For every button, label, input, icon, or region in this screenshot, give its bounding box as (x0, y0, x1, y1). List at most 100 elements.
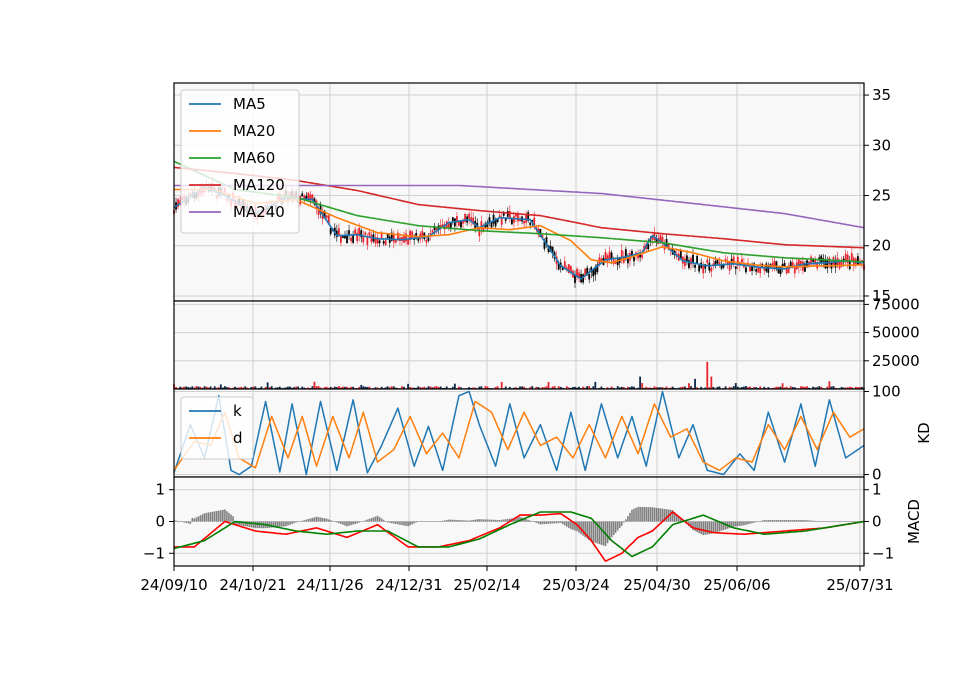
candle-body (600, 258, 603, 261)
candle-body (517, 213, 519, 222)
volume-bar (716, 386, 719, 389)
macd-histogram-bar (702, 521, 705, 536)
macd-histogram-bar (641, 506, 643, 522)
macd-histogram-bar (568, 521, 570, 528)
candle-body (814, 259, 817, 265)
macd-histogram-bar (590, 521, 593, 542)
candle-body (405, 233, 407, 242)
macd-histogram-bar (566, 521, 568, 527)
volume-bar (671, 386, 674, 389)
volume-bar (645, 386, 648, 389)
volume-bar (677, 387, 680, 389)
volume-bar (586, 386, 589, 389)
macd-histogram-bar (197, 516, 200, 522)
candle-body (301, 193, 304, 197)
volume-bar (653, 386, 656, 389)
volume-bar (785, 386, 788, 389)
volume-bar (828, 381, 831, 389)
macd-histogram-bar (352, 521, 354, 525)
macd-histogram-bar (555, 521, 558, 524)
macd-histogram-bar (240, 521, 242, 526)
volume-bar (217, 387, 220, 389)
macd-histogram-bar (358, 521, 361, 523)
macd-histogram-bar (602, 521, 605, 546)
candle-body (576, 268, 578, 277)
macd-histogram-bar (293, 521, 295, 524)
candle-body (427, 237, 430, 241)
candle-body (348, 230, 350, 236)
macd-panel: −1 0 1 −1 0 1 MACD (143, 476, 923, 567)
macd-histogram-bar (777, 520, 780, 522)
volume-bar (793, 387, 796, 389)
macd-histogram-bar (739, 521, 741, 526)
macd-histogram-bar (769, 520, 772, 522)
volume-bar (411, 387, 414, 389)
macd-histogram-bar (498, 520, 501, 522)
candle-body (846, 254, 849, 264)
macd-histogram-bar (222, 509, 224, 522)
volume-bar (303, 387, 306, 389)
candle-body (543, 241, 546, 249)
candle-body (686, 255, 688, 261)
volume-bar (374, 387, 377, 389)
volume-bar (610, 386, 613, 389)
volume-bar (620, 386, 623, 389)
candle-body (307, 192, 310, 201)
candle-body (771, 263, 774, 267)
volume-bar (185, 386, 188, 389)
macd-histogram-bar (722, 521, 725, 531)
macd-histogram-bar (490, 519, 493, 522)
volume-y-tick-label: 25000 (872, 352, 920, 370)
macd-histogram-bar (460, 520, 462, 522)
macd-histogram-bar (244, 521, 247, 527)
macd-histogram-bar (592, 521, 595, 543)
macd-histogram-bar (509, 518, 511, 522)
volume-bar (244, 386, 247, 389)
macd-histogram-bar (574, 521, 576, 531)
candle-body (557, 264, 560, 270)
macd-histogram-bar (336, 521, 338, 523)
macd-histogram-bar (816, 520, 818, 522)
volume-bar (743, 386, 745, 389)
candle-body (407, 238, 409, 245)
volume-bar (283, 387, 285, 389)
candle-body (541, 234, 544, 239)
volume-bar (313, 381, 316, 389)
date-axis: 24/09/10 24/10/21 24/11/26 24/12/31 25/02/14… (140, 566, 894, 594)
macd-histogram-bar (441, 520, 444, 522)
volume-bar (694, 378, 696, 389)
macd-histogram-bar (311, 517, 314, 522)
volume-bar (364, 386, 367, 389)
macd-histogram-bar (643, 507, 645, 522)
macd-histogram-bar (258, 521, 261, 529)
volume-bar (543, 387, 546, 389)
macd-histogram-bar (734, 521, 737, 527)
volume-bar (468, 387, 471, 389)
macd-histogram-bar (327, 519, 330, 522)
candle-body (804, 263, 806, 272)
candle-body (494, 219, 497, 227)
candle-body (533, 217, 536, 226)
macd-histogram-bar (551, 521, 554, 524)
price-panel: 15 20 25 30 35 MA5 MA20 MA60 MA120 MA240 (173, 82, 891, 305)
volume-bar (431, 387, 434, 389)
macd-histogram-bar (213, 511, 216, 522)
volume-bar (523, 386, 525, 389)
macd-histogram-bar (313, 517, 316, 522)
candle-body (429, 233, 432, 236)
volume-bar (578, 386, 580, 389)
candle-body (354, 229, 357, 234)
macd-histogram-bar (407, 521, 409, 527)
macd-histogram-bar (319, 517, 322, 522)
macd-histogram-bar (413, 521, 415, 524)
candle-body (624, 249, 627, 259)
volume-bar (513, 387, 515, 389)
macd-histogram-bar (842, 521, 845, 522)
volume-bar (445, 386, 448, 389)
macd-histogram-bar (743, 521, 745, 526)
volume-bar (812, 386, 815, 389)
volume-bar (427, 386, 430, 389)
macd-histogram-bar (838, 521, 841, 522)
macd-histogram-bar (533, 521, 536, 523)
macd-histogram-bar (462, 520, 464, 522)
